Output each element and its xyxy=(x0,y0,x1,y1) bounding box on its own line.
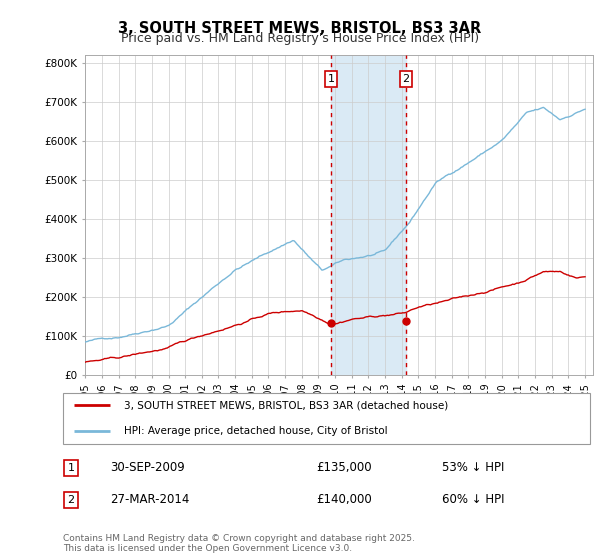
Text: £140,000: £140,000 xyxy=(316,493,371,506)
Text: 53% ↓ HPI: 53% ↓ HPI xyxy=(442,461,505,474)
Text: 2: 2 xyxy=(403,74,410,84)
Text: 27-MAR-2014: 27-MAR-2014 xyxy=(110,493,190,506)
Text: 3, SOUTH STREET MEWS, BRISTOL, BS3 3AR (detached house): 3, SOUTH STREET MEWS, BRISTOL, BS3 3AR (… xyxy=(124,400,448,410)
Text: £135,000: £135,000 xyxy=(316,461,371,474)
Text: 3, SOUTH STREET MEWS, BRISTOL, BS3 3AR: 3, SOUTH STREET MEWS, BRISTOL, BS3 3AR xyxy=(118,21,482,36)
Text: 1: 1 xyxy=(328,74,334,84)
Text: 2: 2 xyxy=(67,495,74,505)
Text: 1: 1 xyxy=(67,463,74,473)
FancyBboxPatch shape xyxy=(63,393,590,444)
Text: HPI: Average price, detached house, City of Bristol: HPI: Average price, detached house, City… xyxy=(124,426,387,436)
Text: Contains HM Land Registry data © Crown copyright and database right 2025.
This d: Contains HM Land Registry data © Crown c… xyxy=(63,534,415,553)
Text: Price paid vs. HM Land Registry's House Price Index (HPI): Price paid vs. HM Land Registry's House … xyxy=(121,32,479,45)
Text: 60% ↓ HPI: 60% ↓ HPI xyxy=(442,493,505,506)
Text: 30-SEP-2009: 30-SEP-2009 xyxy=(110,461,185,474)
Bar xyxy=(331,55,406,375)
